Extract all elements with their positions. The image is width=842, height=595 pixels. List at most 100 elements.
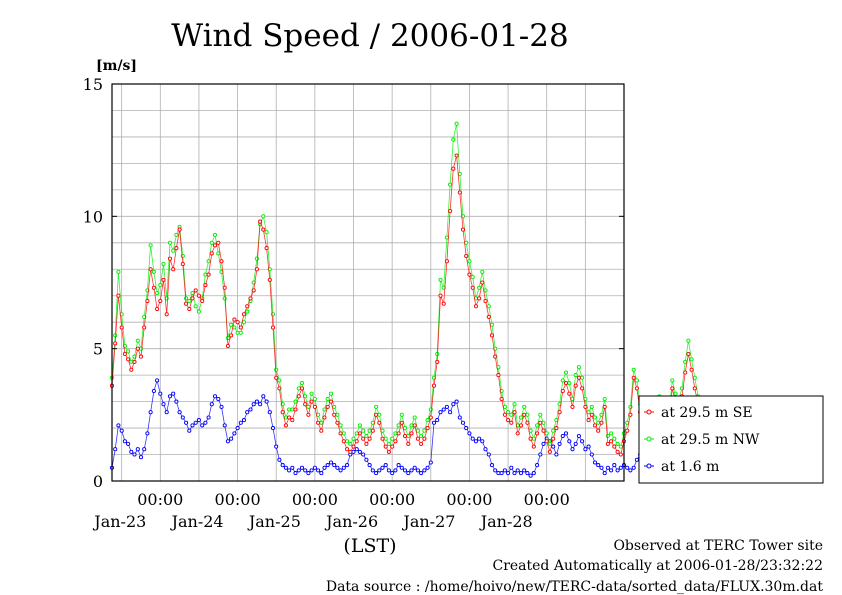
- data-point: [270, 426, 276, 431]
- data-point: [270, 325, 276, 330]
- data-point: [612, 463, 617, 468]
- series-layer: [109, 121, 720, 478]
- data-point: [628, 468, 633, 473]
- data-point: [512, 402, 517, 407]
- data-point: [138, 354, 144, 359]
- data-point: [332, 412, 337, 417]
- x-tick-label-date: Jan-26: [324, 512, 378, 531]
- data-point: [386, 449, 391, 454]
- data-point: [554, 426, 559, 431]
- data-point: [267, 277, 272, 282]
- data-point: [486, 304, 491, 309]
- data-point: [164, 312, 169, 317]
- data-point: [190, 296, 195, 301]
- data-point: [312, 465, 317, 470]
- data-point: [444, 259, 449, 264]
- data-point: [293, 407, 298, 412]
- data-point: [258, 402, 263, 407]
- data-point: [129, 359, 134, 364]
- data-point: [489, 463, 495, 468]
- data-point: [113, 341, 118, 346]
- data-point: [316, 468, 321, 473]
- data-point: [196, 293, 201, 298]
- data-point: [296, 394, 301, 399]
- data-point: [306, 412, 311, 417]
- data-point: [438, 293, 443, 298]
- data-point: [573, 383, 578, 388]
- data-point: [361, 436, 366, 441]
- data-point: [219, 259, 224, 264]
- data-point: [209, 402, 214, 407]
- data-point: [522, 412, 527, 417]
- data-point: [348, 449, 353, 454]
- data-point: [602, 471, 607, 476]
- data-point: [467, 272, 472, 277]
- data-point: [212, 243, 218, 248]
- data-point: [274, 367, 279, 372]
- data-point: [573, 373, 578, 378]
- data-point: [119, 428, 124, 433]
- data-point: [670, 378, 675, 383]
- data-point: [148, 243, 153, 248]
- data-point: [229, 322, 234, 327]
- data-point: [245, 410, 250, 415]
- data-point: [457, 190, 462, 195]
- data-point: [119, 325, 124, 330]
- data-point: [464, 426, 469, 431]
- data-point: [560, 378, 565, 383]
- data-point: [567, 391, 572, 396]
- data-point: [409, 468, 414, 473]
- footer-created: Created Automatically at 2006-01-28/23:3…: [492, 558, 823, 574]
- data-point: [541, 428, 546, 433]
- data-point: [383, 436, 388, 441]
- x-tick-label-time: 00:00: [292, 490, 338, 509]
- data-point: [425, 465, 430, 470]
- data-point: [618, 465, 623, 470]
- data-point: [512, 471, 517, 476]
- data-point: [222, 285, 227, 290]
- data-point: [241, 418, 247, 423]
- data-point: [332, 463, 337, 468]
- data-point: [428, 460, 433, 465]
- data-point: [631, 367, 636, 372]
- data-point: [583, 447, 588, 452]
- x-tick-label-date: Jan-24: [170, 512, 224, 531]
- data-point: [148, 410, 153, 415]
- data-point: [209, 251, 214, 256]
- data-point: [489, 322, 495, 327]
- data-point: [563, 381, 569, 386]
- data-point: [560, 433, 565, 439]
- data-point: [290, 465, 295, 470]
- data-point: [509, 412, 514, 417]
- data-point: [390, 444, 395, 449]
- plot-background: [112, 84, 624, 481]
- data-point: [132, 452, 137, 457]
- data-point: [383, 463, 388, 468]
- x-tick-label-time: 00:00: [137, 490, 183, 509]
- data-point: [161, 402, 166, 407]
- data-point: [454, 121, 459, 126]
- data-point: [174, 232, 179, 237]
- data-point: [390, 436, 395, 441]
- data-point: [428, 415, 433, 420]
- data-point: [396, 431, 401, 436]
- data-point: [274, 444, 279, 449]
- data-point: [361, 452, 366, 457]
- data-point: [409, 431, 414, 436]
- data-point: [551, 428, 556, 433]
- data-point: [167, 394, 173, 399]
- data-point: [415, 428, 420, 433]
- data-point: [489, 333, 495, 338]
- data-point: [193, 288, 198, 293]
- data-point: [377, 420, 382, 425]
- data-point: [155, 378, 160, 383]
- data-point: [486, 452, 491, 457]
- data-point: [631, 375, 636, 380]
- y-tick-label: 0: [93, 472, 103, 491]
- data-point: [138, 455, 144, 460]
- data-point: [171, 267, 176, 272]
- data-point: [187, 306, 192, 312]
- data-point: [686, 351, 691, 357]
- data-point: [190, 423, 195, 428]
- data-point: [216, 251, 221, 256]
